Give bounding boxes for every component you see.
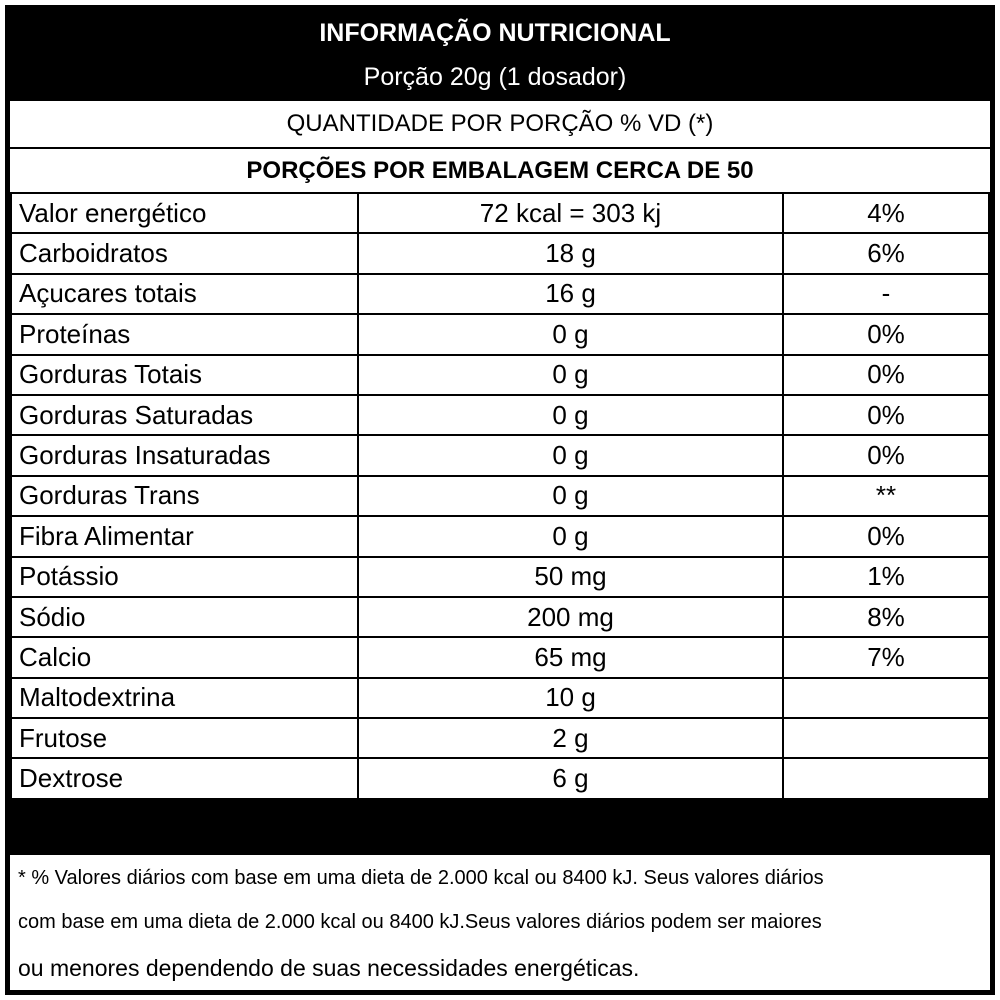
table-row: Gorduras Insaturadas 0 g 0%: [10, 434, 990, 477]
portion-size: Porção 20g (1 dosador): [363, 63, 627, 91]
nutrient-daily-value: 7%: [782, 636, 990, 679]
nutrient-amount: 0 g: [357, 474, 784, 518]
footnote: * % Valores diários com base em uma diet…: [10, 855, 990, 990]
nutrient-name: Sódio: [10, 595, 359, 639]
table-row: Sódio 200 mg 8%: [10, 595, 990, 639]
table-row: Dextrose 6 g: [10, 757, 990, 800]
nutrient-daily-value: 0%: [782, 393, 990, 437]
nutrient-amount: 65 mg: [357, 636, 784, 679]
nutrient-daily-value: 0%: [782, 515, 990, 558]
nutrient-name: Gorduras Totais: [10, 353, 359, 396]
nutrient-daily-value: 6%: [782, 232, 990, 275]
table-row: Carboidratos 18 g 6%: [10, 232, 990, 275]
nutrient-amount: 0 g: [357, 393, 784, 437]
nutrient-daily-value: 1%: [782, 555, 990, 598]
label-header: INFORMAÇÃO NUTRICIONAL Porção 20g (1 dos…: [5, 5, 985, 100]
table-row: Frutose 2 g: [10, 717, 990, 760]
label-title: INFORMAÇÃO NUTRICIONAL: [319, 19, 671, 47]
table-row: Calcio 65 mg 7%: [10, 636, 990, 679]
nutrient-daily-value: [782, 676, 990, 720]
nutrient-name: Proteínas: [10, 313, 359, 356]
nutrient-amount: 2 g: [357, 717, 784, 760]
table-row: Potássio 50 mg 1%: [10, 555, 990, 598]
nutrient-name: Dextrose: [10, 757, 359, 800]
nutrient-daily-value: 4%: [782, 191, 990, 235]
nutrient-name: Gorduras Trans: [10, 474, 359, 518]
nutrient-daily-value: 8%: [782, 595, 990, 639]
nutrient-daily-value: [782, 717, 990, 760]
nutrient-name: Carboidratos: [10, 232, 359, 275]
nutrient-name: Açucares totais: [10, 272, 359, 316]
table-row: Valor energético 72 kcal = 303 kj 4%: [10, 191, 990, 235]
nutrient-amount: 18 g: [357, 232, 784, 275]
nutrient-amount: 200 mg: [357, 595, 784, 639]
table-row: Gorduras Saturadas 0 g 0%: [10, 393, 990, 437]
nutrient-amount: 0 g: [357, 353, 784, 396]
nutrient-daily-value: 0%: [782, 434, 990, 477]
table-row: Açucares totais 16 g-: [10, 272, 990, 316]
table-row: Gorduras Totais 0 g 0%: [10, 353, 990, 396]
nutrient-amount: 16 g: [357, 272, 784, 316]
nutrient-amount: 6 g: [357, 757, 784, 800]
nutrient-amount: 0 g: [357, 313, 784, 356]
nutrient-name: Gorduras Insaturadas: [10, 434, 359, 477]
nutrient-amount: 50 mg: [357, 555, 784, 598]
nutrient-name: Valor energético: [10, 191, 359, 235]
table-row: Maltodextrina 10 g: [10, 676, 990, 720]
table-row: Fibra Alimentar 0 g 0%: [10, 515, 990, 558]
nutrition-table: Valor energético 72 kcal = 303 kj 4% Carboi…: [10, 191, 990, 800]
nutrient-amount: 0 g: [357, 434, 784, 477]
footnote-line-3: ou menores dependendo de suas necessidad…: [18, 955, 640, 981]
nutrient-name: Gorduras Saturadas: [10, 393, 359, 437]
nutrient-daily-value: -: [782, 272, 990, 316]
nutrient-name: Calcio: [10, 636, 359, 679]
footnote-line-2: com base em uma dieta de 2.000 kcal ou 8…: [18, 911, 822, 933]
table-row: Gorduras Trans 0 g **: [10, 474, 990, 518]
nutrient-daily-value: 0%: [782, 313, 990, 356]
nutrient-amount: 0 g: [357, 515, 784, 558]
footnote-line-1: * % Valores diários com base em uma diet…: [18, 867, 824, 889]
table-row: Proteínas 0 g 0%: [10, 313, 990, 356]
nutrient-name: Maltodextrina: [10, 676, 359, 720]
nutrient-name: Fibra Alimentar: [10, 515, 359, 558]
nutrient-amount: 10 g: [357, 676, 784, 720]
nutrient-name: Frutose: [10, 717, 359, 760]
servings-per-package-line: PORÇÕES POR EMBALAGEM CERCA DE 50: [10, 149, 990, 192]
nutrient-daily-value: [782, 757, 990, 800]
nutrient-daily-value: **: [782, 474, 990, 518]
nutrient-daily-value: 0%: [782, 353, 990, 396]
quantity-per-portion-line: QUANTIDADE POR PORÇÃO % VD (*): [10, 101, 990, 147]
nutrient-name: Potássio: [10, 555, 359, 598]
nutrient-amount: 72 kcal = 303 kj: [357, 191, 784, 235]
